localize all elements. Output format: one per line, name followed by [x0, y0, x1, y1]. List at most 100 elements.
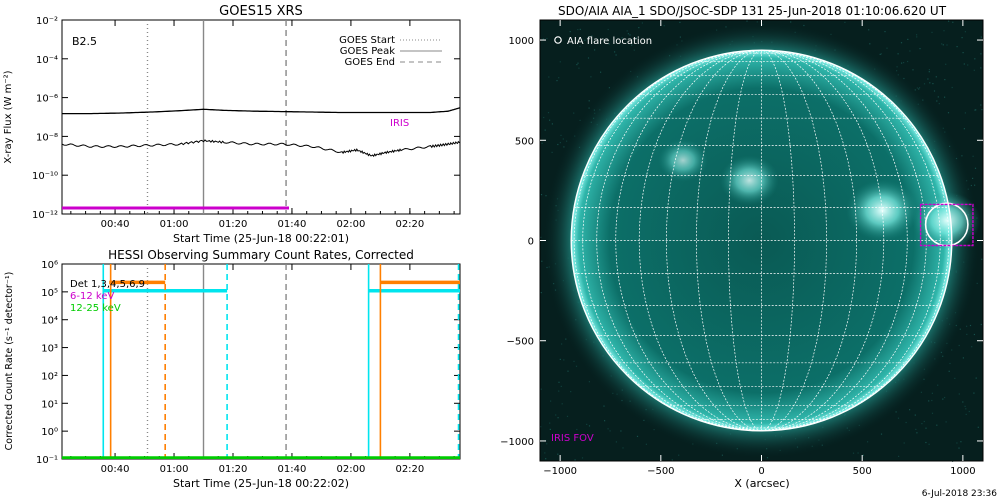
aia-speckle	[981, 109, 983, 111]
goes-flux-line-1	[62, 139, 460, 158]
aia-speckle	[925, 441, 927, 444]
aia-speckle	[935, 76, 937, 78]
aia-speckle	[974, 58, 976, 60]
aia-speckle	[968, 410, 970, 413]
aia-speckle	[943, 30, 945, 32]
aia-panel: SDO/AIA AIA_1 SDO/JSOC-SDP 131 25-Jun-20…	[500, 4, 984, 490]
hessi-event-lines	[146, 264, 287, 459]
aia-speckle	[555, 414, 557, 416]
aia-speckle	[961, 37, 963, 39]
hessi-x-tick-label: 02:20	[395, 464, 424, 475]
aia-speckle	[880, 53, 882, 55]
aia-speckle	[546, 443, 548, 445]
aia-speckle	[964, 31, 966, 33]
aia-speckle	[549, 422, 551, 424]
aia-speckle	[577, 40, 579, 42]
aia-speckle	[921, 423, 923, 425]
aia-speckle	[600, 71, 602, 73]
aia-speckle	[540, 388, 542, 390]
aia-speckle	[868, 29, 870, 31]
goes-y-ticks: 10⁻¹² 10⁻¹⁰ 10⁻⁸ 10⁻⁶ 10⁻⁴ 10⁻²	[32, 16, 460, 221]
aia-speckle	[588, 381, 590, 383]
aia-speckle	[980, 104, 982, 106]
goes-legend-peak: GOES Peak	[340, 46, 395, 57]
aia-speckle	[965, 408, 967, 410]
aia-speckle	[546, 37, 548, 40]
aia-speckle	[937, 384, 939, 386]
aia-speckle	[558, 381, 560, 383]
aia-speckle	[928, 69, 930, 71]
hessi-title: HESSI Observing Summary Count Rates, Cor…	[108, 248, 414, 262]
aia-speckle	[925, 427, 927, 429]
aia-speckle	[951, 86, 953, 89]
aia-speckle	[604, 420, 606, 422]
aia-speckle	[575, 365, 578, 367]
active-region	[912, 191, 981, 250]
aia-x-tick-label: −500	[647, 466, 674, 477]
hessi-x-tick-label: 01:40	[278, 464, 307, 475]
aia-speckle	[567, 370, 569, 372]
aia-speckle	[967, 64, 969, 66]
aia-speckle	[573, 112, 575, 114]
aia-speckle	[916, 36, 918, 38]
aia-speckle	[561, 403, 563, 405]
aia-x-label: X (arcsec)	[734, 477, 789, 490]
aia-speckle	[898, 455, 900, 457]
aia-y-tick-label: −1000	[500, 437, 534, 448]
aia-speckle	[562, 138, 564, 140]
aia-speckle	[965, 413, 967, 415]
aia-speckle	[962, 357, 964, 359]
aia-speckle	[578, 67, 580, 69]
aia-speckle	[549, 428, 551, 430]
grid-longitude-line	[761, 50, 885, 431]
hessi-panel: HESSI Observing Summary Count Rates, Cor…	[4, 248, 461, 490]
aia-speckle	[551, 123, 553, 125]
aia-speckle	[956, 46, 958, 48]
aia-speckle	[540, 426, 542, 428]
aia-speckle	[548, 76, 550, 78]
aia-speckle	[574, 459, 576, 461]
aia-speckle	[964, 112, 966, 114]
aia-speckle	[635, 37, 637, 39]
aia-speckle	[543, 116, 545, 119]
aia-speckle	[620, 430, 622, 432]
aia-speckle	[590, 76, 592, 78]
aia-speckle	[929, 82, 931, 84]
goes-title: GOES15 XRS	[219, 4, 303, 19]
goes-iris-label: IRIS	[390, 118, 409, 129]
goes-x-tick-label: 01:20	[219, 219, 248, 230]
aia-speckle	[862, 454, 864, 456]
footer-date: 6-Jul-2018 23:36	[922, 489, 998, 499]
aia-y-tick-label: 1000	[509, 36, 534, 47]
goes-y-tick-label: 10⁻⁶	[36, 94, 58, 105]
aia-speckle	[962, 401, 964, 403]
aia-speckle	[627, 33, 629, 35]
aia-speckle	[937, 96, 939, 98]
flare-legend-icon	[554, 36, 562, 44]
goes-y-tick-label: 10⁻¹⁰	[32, 171, 58, 182]
aia-speckle	[678, 454, 680, 456]
aia-speckle	[931, 392, 933, 394]
aia-speckle	[615, 54, 617, 56]
aia-speckle	[912, 69, 914, 71]
aia-speckle	[907, 38, 909, 40]
aia-speckle	[607, 428, 609, 430]
aia-speckle	[923, 83, 926, 85]
aia-speckle	[923, 420, 925, 423]
aia-speckle	[931, 399, 933, 402]
aia-speckle	[547, 112, 550, 114]
hessi-x-tick-label: 02:00	[337, 464, 366, 475]
aia-speckle	[629, 34, 631, 36]
aia-speckle	[932, 83, 934, 85]
goes-x-tick-label: 01:40	[278, 219, 307, 230]
aia-speckle	[958, 344, 960, 347]
aia-speckle	[603, 405, 605, 407]
aia-speckle	[577, 29, 579, 31]
hessi-series	[62, 264, 460, 459]
aia-speckle	[969, 324, 972, 327]
aia-speckle	[905, 421, 907, 424]
aia-speckle	[573, 360, 575, 362]
aia-speckle	[931, 412, 934, 414]
aia-speckle	[557, 143, 559, 146]
